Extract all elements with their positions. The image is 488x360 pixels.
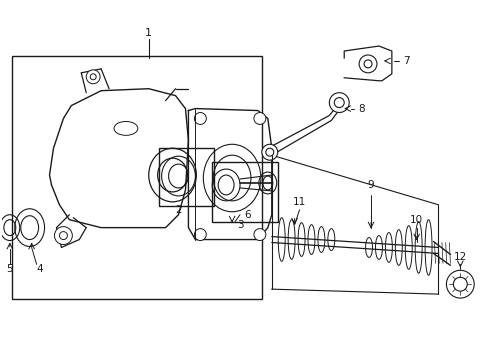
Circle shape <box>364 60 371 68</box>
Circle shape <box>194 229 206 240</box>
Text: 1: 1 <box>145 28 152 38</box>
Bar <box>212 162 277 222</box>
Circle shape <box>446 270 473 298</box>
Text: 12: 12 <box>453 252 466 262</box>
Bar <box>12 56 262 299</box>
Circle shape <box>334 98 344 108</box>
Text: 11: 11 <box>292 197 305 207</box>
Circle shape <box>253 229 265 240</box>
Circle shape <box>54 227 72 244</box>
Circle shape <box>262 144 277 160</box>
Circle shape <box>358 55 376 73</box>
Text: 9: 9 <box>367 180 373 190</box>
Bar <box>158 148 214 206</box>
Text: 10: 10 <box>409 215 422 225</box>
Circle shape <box>60 231 67 239</box>
Text: 8: 8 <box>357 104 364 113</box>
Text: 3: 3 <box>236 220 243 230</box>
Circle shape <box>265 148 273 156</box>
Text: 7: 7 <box>403 56 409 66</box>
Text: 2: 2 <box>175 205 182 215</box>
Circle shape <box>194 113 206 125</box>
Text: 5: 5 <box>6 264 13 274</box>
Text: 4: 4 <box>36 264 43 274</box>
Circle shape <box>253 113 265 125</box>
Text: 6: 6 <box>244 210 251 220</box>
Circle shape <box>452 277 467 291</box>
Circle shape <box>86 70 100 84</box>
Circle shape <box>328 93 348 113</box>
Circle shape <box>90 74 96 80</box>
